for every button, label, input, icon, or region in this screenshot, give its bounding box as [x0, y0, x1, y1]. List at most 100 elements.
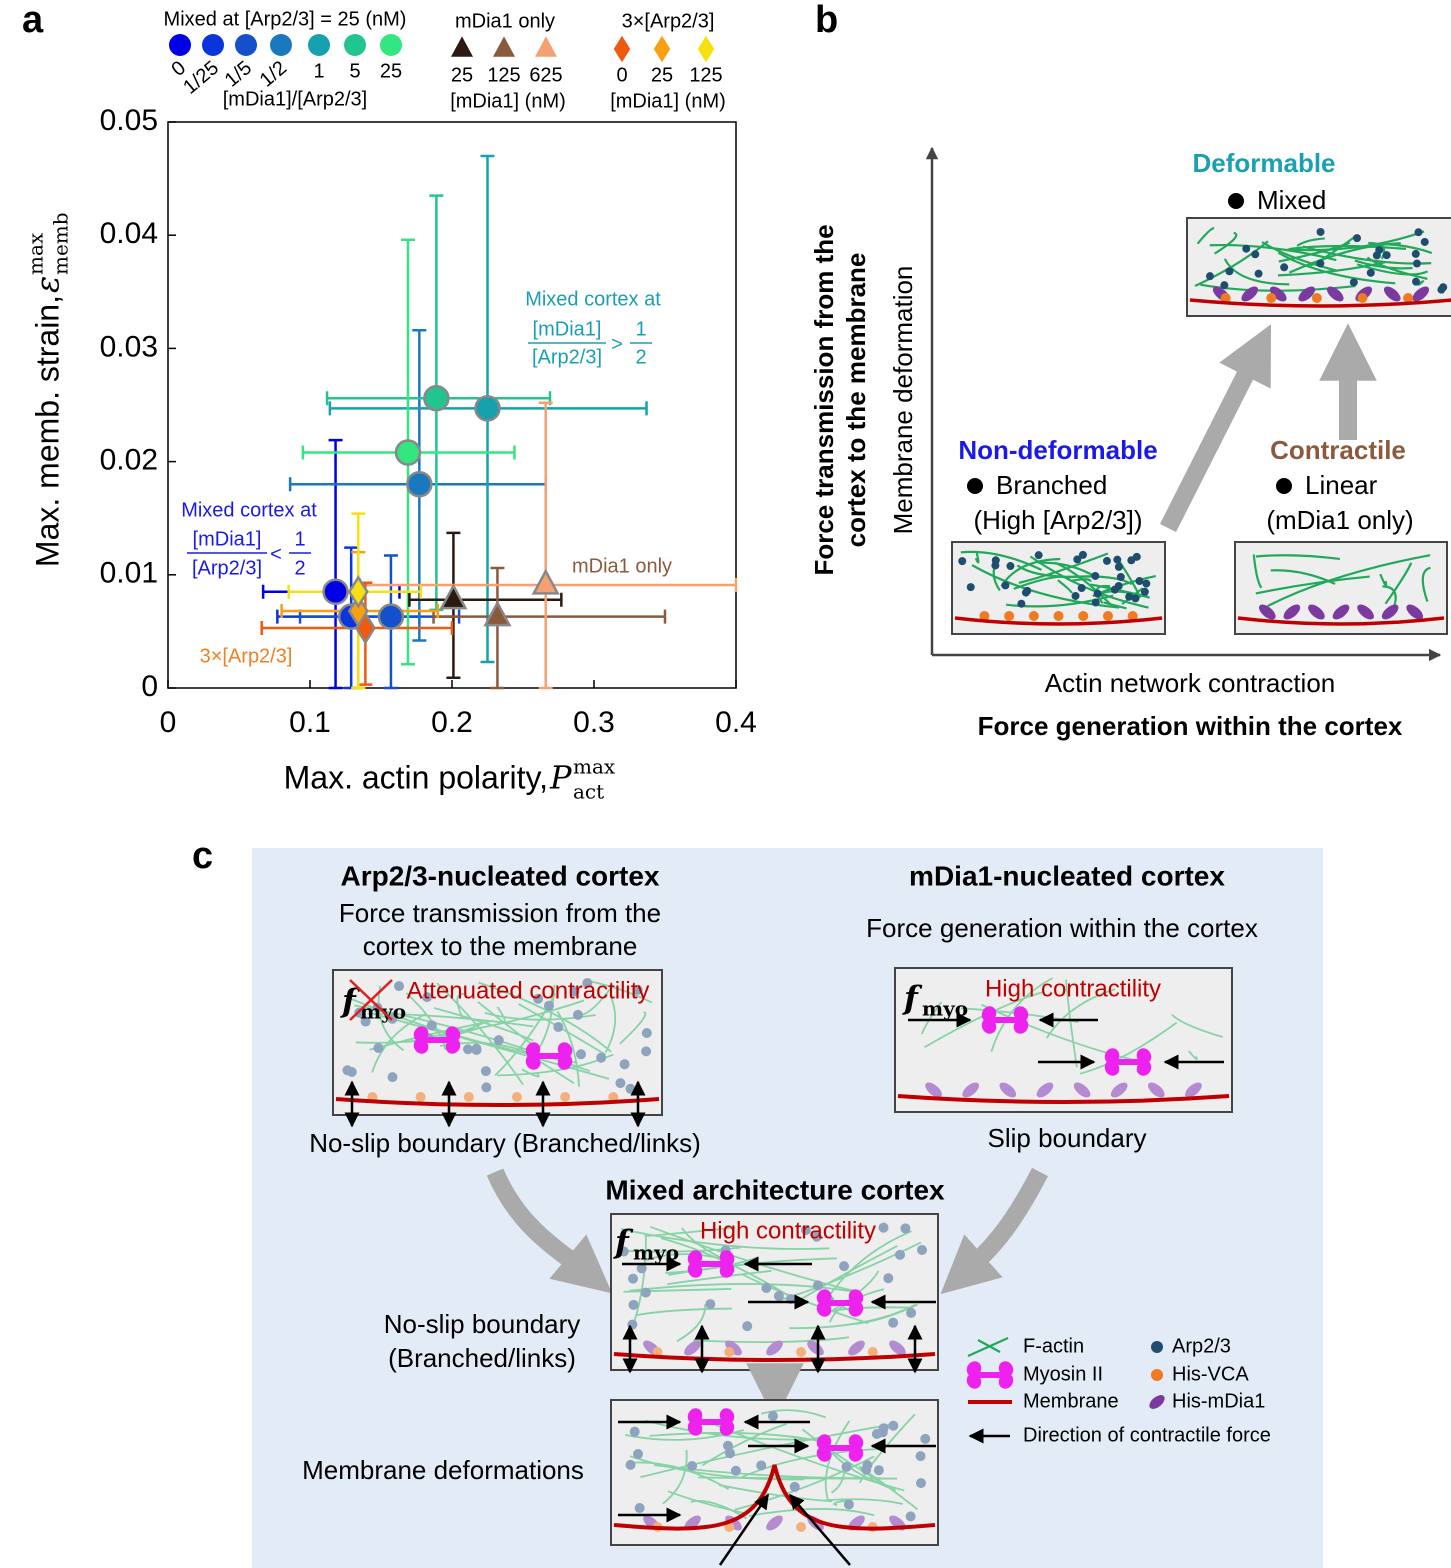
arp23 [761, 1283, 772, 1294]
contractility-label: Attenuated contractility [407, 977, 650, 1004]
f-actin [718, 1484, 833, 1503]
legend-his-vca [1151, 1369, 1163, 1381]
state-title: Deformable [1192, 148, 1335, 178]
arp23 [1353, 234, 1362, 243]
arp23 [360, 1016, 371, 1027]
myosin-head [687, 1250, 703, 1266]
myosin-head [981, 1018, 997, 1034]
arp23 [905, 1511, 916, 1522]
panel-b: Force transmission from the cortex to th… [809, 148, 1414, 741]
his-mdia1 [1036, 1082, 1054, 1098]
x-tick-label: 0.4 [715, 706, 757, 739]
arp23 [888, 1420, 899, 1431]
annotation: [Arp2/3] [532, 346, 602, 368]
his-mdia1 [889, 1340, 906, 1356]
f-actin [619, 1011, 647, 1045]
legend-title: 3×[Arp2/3] [622, 10, 715, 32]
arp23 [1412, 277, 1421, 286]
legend-label: 25 [451, 64, 473, 86]
myosin [826, 1300, 854, 1306]
arp23 [575, 1049, 586, 1060]
f-actin [590, 980, 653, 1004]
y-axis-sub: memb [49, 212, 73, 275]
his-mdia1 [999, 1082, 1017, 1098]
arp23 [1366, 268, 1375, 277]
marker [531, 568, 560, 595]
arp23 [900, 1223, 911, 1234]
arp23 [1132, 552, 1141, 561]
marker [406, 470, 433, 498]
myosin-head [1104, 1060, 1120, 1076]
legend-label: Direction of contractile force [1023, 1424, 1271, 1446]
arp23 [636, 1263, 647, 1274]
state-item: Linear [1305, 470, 1378, 500]
legend-marker [270, 34, 292, 56]
f-actin [1070, 578, 1092, 582]
myosin-head [687, 1420, 703, 1436]
myosin-head [687, 1262, 703, 1278]
deformation-label: Membrane deformations [302, 1455, 584, 1485]
arp23 [1021, 588, 1030, 597]
marker [377, 603, 405, 630]
arp23 [543, 1000, 554, 1011]
arp23 [687, 1461, 698, 1472]
arp23 [756, 1460, 767, 1471]
f-actin [1006, 594, 1114, 608]
arp23 [1414, 228, 1423, 237]
force-symbol: f [613, 1223, 634, 1261]
x-tick-label: 0.2 [431, 706, 473, 739]
his-mdia1 [1073, 1082, 1091, 1098]
y-tick-label: 0.01 [100, 557, 158, 590]
f-actin [629, 1283, 856, 1293]
f-actin [1379, 573, 1388, 587]
arp23 [619, 1059, 630, 1070]
f-actin [1223, 258, 1290, 286]
y-axis-label: Membrane deformation [888, 266, 918, 535]
arp23 [1372, 251, 1381, 260]
y-tick-label: 0.02 [100, 444, 158, 477]
arp23 [1034, 551, 1043, 560]
y-error-bar [490, 566, 505, 690]
force-subscript: myo [633, 1241, 679, 1265]
panel-label: b [815, 0, 838, 41]
arp23 [640, 1287, 651, 1298]
membrane [613, 1464, 936, 1531]
boundary-label: No-slip boundary [384, 1309, 581, 1339]
arp23 [1349, 278, 1358, 287]
boundary-label: Slip boundary [988, 1123, 1147, 1153]
arp23 [1071, 591, 1080, 600]
his-vca [652, 1347, 663, 1357]
arp23 [1382, 251, 1391, 260]
f-actin [581, 984, 614, 1016]
bullet [1276, 478, 1292, 494]
arp23 [625, 1459, 636, 1470]
arp23 [1280, 263, 1289, 272]
f-actin [478, 981, 612, 1053]
legend-label: 1/25 [179, 57, 223, 99]
legend-his-mdia1 [1149, 1395, 1165, 1409]
arp23 [811, 1231, 822, 1242]
arp23 [966, 583, 975, 592]
f-actin [456, 992, 466, 1019]
annotation: 1 [294, 528, 305, 550]
myosin-head [966, 1373, 982, 1389]
arp23 [1113, 555, 1122, 564]
f-actin [1103, 601, 1127, 610]
myosin-head [1136, 1060, 1152, 1076]
y-axis-sup: max [24, 232, 48, 275]
boundary-label: No-slip boundary (Branched/links) [309, 1128, 701, 1158]
panel-label: a [22, 0, 44, 41]
legend-marker [235, 34, 257, 56]
arp23 [634, 1503, 645, 1514]
f-actin [620, 1228, 830, 1250]
state-item: Branched [996, 470, 1107, 500]
f-actin [748, 1508, 875, 1517]
his-vca [511, 1092, 522, 1102]
legend-marker [697, 35, 715, 63]
f-actin [1277, 251, 1396, 285]
myosin-head [848, 1301, 864, 1317]
his-mdia1 [1308, 604, 1325, 620]
arp23 [1251, 250, 1260, 259]
arp23 [641, 1028, 652, 1039]
